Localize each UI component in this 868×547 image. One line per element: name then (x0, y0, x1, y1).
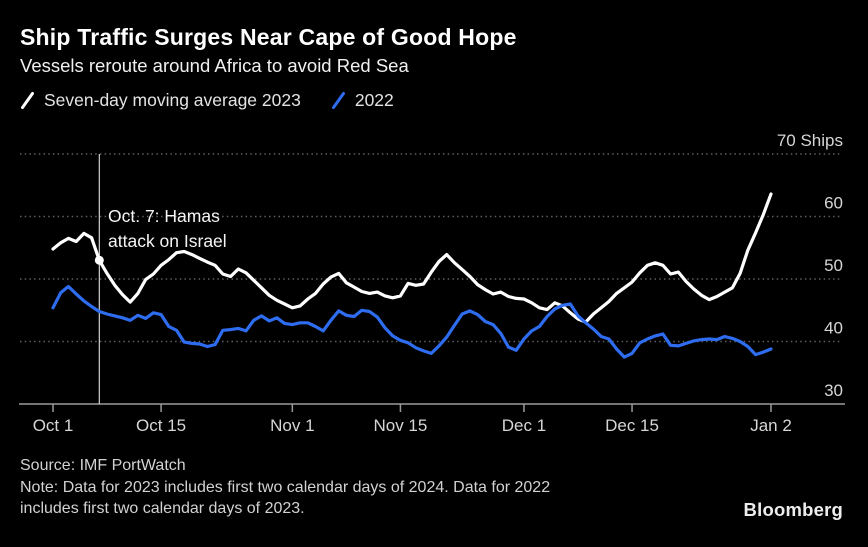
legend-label-2023: Seven-day moving average 2023 (44, 90, 301, 110)
y-tick-label-50: 50 (824, 256, 843, 275)
line-swatch-icon-2023 (21, 92, 34, 109)
x-tick-label-Jan-2: Jan 2 (750, 416, 792, 435)
x-tick-label-Dec-15: Dec 15 (605, 416, 659, 435)
legend-item-2023: Seven-day moving average 2023 (20, 90, 301, 111)
y-tick-label-60: 60 (824, 194, 843, 213)
x-tick-label-Nov-1: Nov 1 (270, 416, 314, 435)
series-line-2022 (51, 284, 773, 359)
event-annotation-line2: attack on Israel (108, 231, 227, 251)
y-tick-label-30: 30 (824, 381, 843, 400)
chart-title: Ship Traffic Surges Near Cape of Good Ho… (20, 24, 517, 50)
series-line-2023 (51, 192, 773, 324)
legend: Seven-day moving average 2023 2022 (20, 90, 394, 111)
data-note-line1: Note: Data for 2023 includes first two c… (20, 479, 551, 496)
x-tick-label-Oct-15: Oct 15 (136, 416, 186, 435)
y-tick-label-70: 70 Ships (777, 131, 843, 150)
x-tick-label-Nov-15: Nov 15 (373, 416, 427, 435)
legend-label-2022: 2022 (354, 90, 394, 110)
legend-item-2022: 2022 (331, 90, 394, 111)
event-annotation-line1: Oct. 7: Hamas (108, 206, 220, 226)
x-tick-label-Dec-1: Dec 1 (502, 416, 546, 435)
y-tick-label-40: 40 (824, 319, 843, 338)
data-note-line2: includes first two calendar days of 2023… (20, 500, 305, 517)
event-marker-dot (94, 255, 104, 265)
event-annotation: Oct. 7: Hamas attack on Israel (108, 204, 227, 254)
x-tick-label-Oct-1: Oct 1 (33, 416, 74, 435)
bloomberg-logo: Bloomberg (743, 499, 843, 520)
chart-subtitle: Vessels reroute around Africa to avoid R… (20, 55, 409, 76)
source-note: Source: IMF PortWatch (20, 457, 186, 474)
line-swatch-icon-2022 (331, 92, 345, 109)
